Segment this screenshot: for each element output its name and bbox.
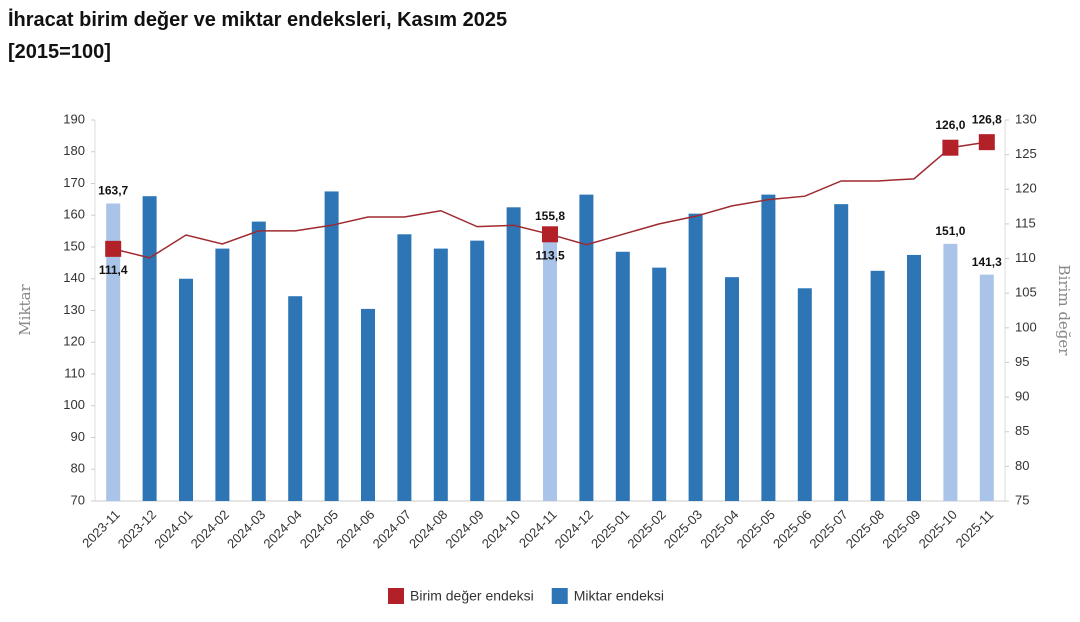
y2-tick-label: 80 (1015, 458, 1029, 473)
y-tick-label: 90 (71, 429, 85, 444)
bar (943, 243, 958, 501)
x-tick-label: 2025-10 (916, 507, 960, 551)
bar (251, 221, 266, 501)
x-tick-label: 2023-11 (79, 507, 123, 551)
data-label: 163,7 (98, 184, 128, 198)
legend-label: Birim değer endeksi (410, 588, 534, 604)
x-tick-label: 2023-12 (115, 507, 159, 551)
x-tick-label: 2024-10 (479, 507, 523, 551)
x-tick-label: 2025-01 (588, 507, 632, 551)
y-tick-label: 80 (71, 461, 85, 476)
x-tick-label: 2024-01 (151, 507, 195, 551)
bar (470, 240, 485, 501)
x-tick-label: 2024-08 (406, 507, 450, 551)
y2-tick-label: 125 (1015, 146, 1037, 161)
y-axis-title: Miktar (16, 283, 34, 335)
x-tick-label: 2024-07 (370, 507, 414, 551)
y-tick-label: 140 (63, 270, 85, 285)
y2-tick-label: 95 (1015, 354, 1029, 369)
y-tick-label: 190 (63, 111, 85, 126)
marker (105, 240, 122, 257)
bar (688, 213, 703, 501)
y-tick-label: 160 (63, 207, 85, 222)
bar (543, 228, 557, 501)
y-tick-label: 120 (63, 334, 85, 349)
x-tick-label: 2025-11 (953, 507, 997, 551)
bar (142, 196, 157, 501)
bar (652, 267, 667, 501)
y2-axis-title: Birim değer (1055, 265, 1073, 357)
y-tick-label: 70 (71, 492, 85, 507)
data-label: 141,3 (972, 255, 1002, 269)
y-tick-label: 150 (63, 238, 85, 253)
bar (215, 248, 230, 501)
bar (834, 204, 849, 501)
y2-tick-label: 75 (1015, 492, 1029, 507)
y2-tick-label: 100 (1015, 319, 1037, 334)
bar (761, 194, 776, 502)
x-tick-label: 2025-05 (734, 507, 778, 551)
x-tick-label: 2024-12 (552, 507, 596, 551)
bar (870, 270, 885, 501)
x-tick-label: 2024-05 (297, 507, 341, 551)
x-tick-label: 2025-08 (843, 507, 887, 551)
legend-swatch (551, 588, 568, 604)
marker (942, 139, 959, 156)
bar (288, 296, 303, 501)
marker (978, 134, 995, 151)
x-tick-label: 2025-09 (879, 507, 923, 551)
bar (179, 278, 193, 501)
bar (506, 207, 521, 501)
bar (725, 277, 739, 501)
y2-tick-label: 120 (1015, 181, 1037, 196)
x-tick-label: 2025-02 (624, 507, 668, 551)
bar (979, 274, 994, 501)
bar (579, 194, 594, 502)
y2-tick-label: 115 (1015, 215, 1036, 230)
bar (907, 254, 921, 501)
y-tick-label: 130 (63, 302, 85, 317)
marker (542, 226, 558, 243)
legend-label: Miktar endeksi (574, 588, 664, 604)
x-tick-label: 2024-04 (260, 507, 304, 551)
bar (797, 288, 812, 501)
x-tick-label: 2025-06 (770, 507, 814, 551)
y2-tick-label: 90 (1015, 389, 1029, 404)
x-tick-label: 2024-11 (516, 507, 560, 551)
data-label: 151,0 (935, 224, 965, 238)
x-tick-label: 2024-09 (442, 507, 486, 551)
y-tick-label: 110 (64, 365, 85, 380)
bar (361, 308, 375, 501)
y2-tick-label: 85 (1015, 423, 1029, 438)
y-tick-label: 170 (63, 175, 85, 190)
x-tick-label: 2025-03 (661, 507, 705, 551)
y2-tick-label: 130 (1015, 111, 1037, 126)
data-label: 126,8 (972, 112, 1002, 126)
chart-subtitle: [2015=100] (8, 41, 111, 63)
data-label: 155,8 (535, 209, 565, 223)
x-tick-label: 2025-07 (806, 507, 850, 551)
bar (397, 234, 412, 502)
data-label: 126,0 (935, 118, 965, 132)
legend-swatch (388, 588, 404, 604)
x-tick-label: 2024-03 (224, 507, 268, 551)
y-tick-label: 100 (63, 397, 85, 412)
x-tick-label: 2025-04 (697, 507, 741, 551)
bar (106, 203, 121, 501)
x-tick-label: 2024-02 (188, 507, 232, 551)
bar (324, 191, 339, 501)
bar (433, 248, 448, 501)
data-label: 111,4 (99, 263, 128, 277)
data-label: 113,5 (535, 248, 565, 262)
chart-title: İhracat birim değer ve miktar endeksleri… (8, 8, 507, 31)
x-tick-label: 2024-06 (333, 507, 377, 551)
y2-tick-label: 110 (1015, 250, 1036, 265)
bar (615, 251, 630, 501)
y-tick-label: 180 (63, 143, 85, 158)
y2-tick-label: 105 (1015, 285, 1037, 300)
